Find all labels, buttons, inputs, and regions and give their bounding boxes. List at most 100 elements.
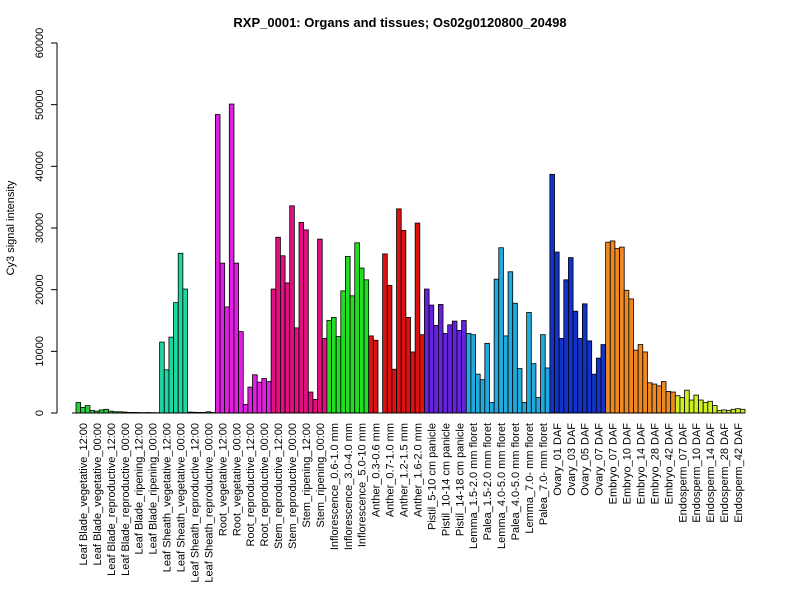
x-tick-label: Root_reproductive_00:00 bbox=[259, 423, 271, 547]
x-tick-label: Leaf Sheath_reproductive_12:00 bbox=[189, 423, 201, 583]
x-tick-label: Pistil_10-14 cm panicle bbox=[440, 423, 452, 536]
bar bbox=[280, 255, 286, 414]
y-axis: 0 10000 20000 30000 40000 50000 60000 bbox=[34, 28, 58, 416]
bar bbox=[396, 208, 402, 414]
bar bbox=[228, 103, 235, 414]
bar bbox=[424, 288, 430, 414]
bar bbox=[168, 336, 174, 414]
bar bbox=[619, 246, 625, 414]
bar bbox=[563, 279, 569, 414]
x-tick-label: Leaf Blade_vegetative_12:00 bbox=[78, 423, 90, 566]
x-tick-label: Palea_7.0- mm floret bbox=[538, 423, 550, 525]
x-tick-label: Stem_ripening_12:00 bbox=[301, 423, 313, 528]
bar bbox=[572, 310, 579, 414]
x-tick-label: Stem_reproductive_00:00 bbox=[287, 423, 299, 549]
bar bbox=[289, 205, 295, 414]
x-tick-label: Leaf Blade_reproductive_12:00 bbox=[106, 423, 118, 576]
bar bbox=[712, 405, 718, 414]
bar bbox=[266, 381, 272, 414]
bar bbox=[530, 363, 537, 414]
bar bbox=[698, 399, 704, 414]
bar bbox=[605, 241, 611, 414]
bar bbox=[298, 222, 305, 414]
bar bbox=[84, 405, 91, 414]
bar bbox=[679, 397, 686, 414]
bar bbox=[312, 399, 318, 414]
bar bbox=[372, 339, 379, 414]
bar bbox=[363, 279, 370, 414]
x-tick-label: Anther_1.2-1.5 mm bbox=[399, 423, 411, 517]
bar bbox=[475, 373, 481, 414]
x-tick-label: Ovary_03 DAF bbox=[566, 423, 578, 496]
bar bbox=[410, 351, 416, 414]
bar bbox=[275, 236, 281, 414]
x-tick-label: Leaf Blade_ripening_00:00 bbox=[148, 423, 160, 555]
x-tick-label: Leaf Blade_ripening_12:00 bbox=[134, 423, 146, 555]
bar bbox=[451, 320, 458, 414]
x-tick-label: Lemma_1.5-2.0 mm floret bbox=[468, 423, 480, 549]
x-tick-label: Endosperm_07 DAF bbox=[677, 423, 689, 523]
bar bbox=[600, 344, 607, 414]
bar bbox=[498, 247, 504, 414]
bar bbox=[516, 368, 523, 414]
bar bbox=[428, 304, 435, 414]
bar bbox=[656, 385, 662, 414]
bar bbox=[256, 381, 263, 414]
bar bbox=[489, 402, 495, 414]
x-tick-label: Ovary_01 DAF bbox=[552, 423, 564, 496]
bar bbox=[242, 403, 249, 414]
x-tick-label: Ovary_07 DAF bbox=[594, 423, 606, 496]
x-tick-label: Inflorescence_3.0-4.0 mm bbox=[343, 423, 355, 550]
x-tick-label: Ovary_05 DAF bbox=[580, 423, 592, 496]
bar bbox=[261, 378, 267, 414]
y-tick-label: 60000 bbox=[34, 28, 46, 59]
bar bbox=[544, 367, 551, 414]
bar bbox=[247, 386, 253, 414]
bars bbox=[75, 103, 746, 414]
bar bbox=[368, 335, 374, 414]
bar bbox=[317, 238, 323, 414]
bar bbox=[628, 298, 634, 414]
x-tick-label: Leaf Sheath_reproductive_00:00 bbox=[203, 423, 215, 583]
bar bbox=[331, 317, 337, 414]
y-tick-label: 20000 bbox=[34, 274, 46, 305]
bar bbox=[484, 342, 490, 414]
bar bbox=[447, 324, 453, 414]
bar bbox=[665, 391, 672, 414]
x-tick-label: Stem_reproductive_12:00 bbox=[273, 423, 285, 549]
x-tick-label: Leaf Blade_reproductive_00:00 bbox=[120, 423, 132, 576]
x-tick-label: Leaf Sheath_vegetative_12:00 bbox=[162, 423, 174, 572]
bar bbox=[702, 402, 709, 414]
bar bbox=[535, 397, 541, 414]
y-tick-label: 0 bbox=[34, 410, 46, 416]
y-tick-label: 50000 bbox=[34, 89, 46, 120]
x-tick-label: Endosperm_28 DAF bbox=[719, 423, 731, 523]
x-tick-label: Endosperm_14 DAF bbox=[705, 423, 717, 523]
bar bbox=[177, 252, 184, 414]
x-tick-label: Root_vegetative_12:00 bbox=[217, 423, 229, 536]
x-tick-label: Anther_1.6-2.0 mm bbox=[412, 423, 424, 517]
bar bbox=[391, 368, 397, 414]
bar bbox=[707, 400, 713, 414]
bar bbox=[340, 290, 346, 414]
bar bbox=[730, 408, 737, 414]
bar bbox=[591, 373, 597, 414]
bar bbox=[558, 337, 565, 414]
bar bbox=[414, 222, 421, 414]
bar bbox=[465, 333, 472, 414]
bar bbox=[437, 304, 444, 414]
bar bbox=[233, 262, 240, 414]
bar bbox=[382, 253, 388, 414]
bar bbox=[163, 369, 170, 414]
y-tick-label: 10000 bbox=[34, 336, 46, 367]
bar bbox=[647, 382, 653, 414]
bar bbox=[284, 282, 291, 414]
bar bbox=[358, 267, 365, 414]
bar bbox=[512, 302, 518, 414]
x-tick-label: Palea_4.0-5.0 mm floret bbox=[510, 423, 522, 540]
bar bbox=[586, 340, 593, 414]
bar bbox=[326, 320, 332, 414]
x-tick-label: Inflorescence_5.0-10 mm bbox=[357, 423, 369, 547]
y-axis-label: Cy3 signal intensity bbox=[5, 180, 17, 275]
